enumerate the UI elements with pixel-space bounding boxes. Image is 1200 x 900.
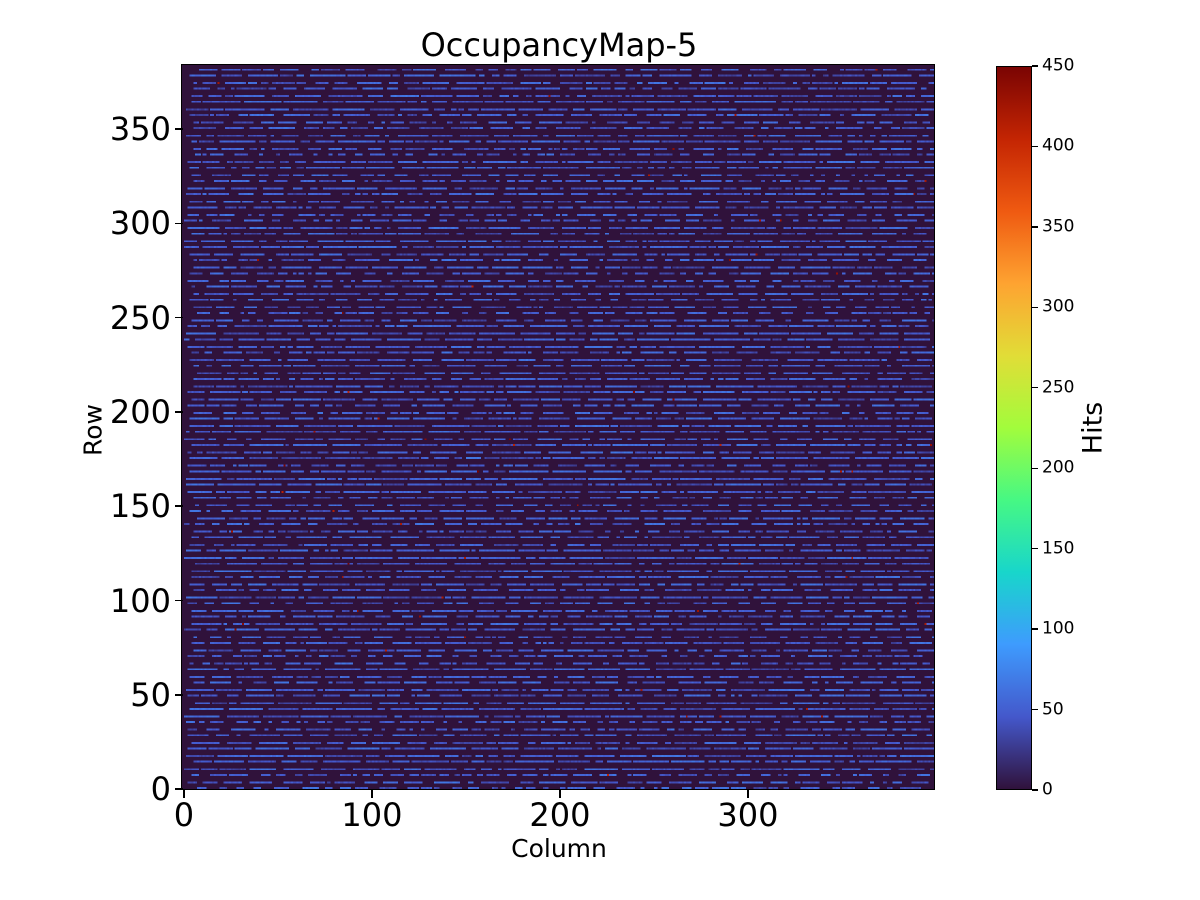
x-tick-mark xyxy=(371,790,373,798)
x-tick-label: 100 xyxy=(341,796,403,834)
x-tick-mark xyxy=(183,790,185,798)
colorbar-tick-mark xyxy=(1032,467,1038,469)
y-tick-label: 150 xyxy=(109,487,171,526)
colorbar-tick-label: 100 xyxy=(1042,618,1075,639)
colorbar-tick-mark xyxy=(1032,145,1038,148)
y-tick-label: 350 xyxy=(109,110,171,149)
y-tick-mark xyxy=(175,599,183,602)
occupancy-heatmap xyxy=(181,64,934,789)
colorbar-tick-label: 350 xyxy=(1042,216,1075,237)
colorbar-tick-mark xyxy=(1032,789,1038,791)
colorbar-tick-mark xyxy=(1032,65,1038,67)
y-tick-label: 200 xyxy=(109,392,171,431)
y-tick-mark xyxy=(175,411,183,413)
y-tick-mark xyxy=(175,788,183,790)
y-tick-label: 300 xyxy=(109,204,171,243)
colorbar-tick-label: 150 xyxy=(1042,538,1075,559)
x-tick-label: 200 xyxy=(529,796,591,834)
colorbar-tick-label: 400 xyxy=(1042,135,1075,156)
colorbar-tick-mark xyxy=(1032,708,1038,711)
x-axis-label: Column xyxy=(511,834,607,863)
colorbar-tick-mark xyxy=(1032,306,1038,309)
y-tick-mark xyxy=(175,128,183,130)
x-tick-mark xyxy=(559,790,561,798)
colorbar-tick-mark xyxy=(1032,547,1038,550)
x-tick-label: 0 xyxy=(173,796,195,834)
y-tick-label: 100 xyxy=(109,581,171,620)
colorbar-tick-label: 250 xyxy=(1042,377,1075,398)
y-tick-label: 250 xyxy=(109,298,171,337)
x-tick-mark xyxy=(747,790,749,798)
colorbar-tick-label: 300 xyxy=(1042,296,1075,317)
y-tick-mark xyxy=(175,316,183,319)
colorbar-tick-label: 450 xyxy=(1042,55,1075,76)
colorbar-tick-label: 0 xyxy=(1042,779,1053,800)
colorbar xyxy=(996,66,1032,790)
colorbar-tick-mark xyxy=(1032,387,1038,389)
y-tick-mark xyxy=(175,693,183,696)
colorbar-tick-label: 200 xyxy=(1042,457,1075,478)
x-tick-label: 300 xyxy=(717,796,779,834)
colorbar-label: Hits xyxy=(1077,401,1109,455)
y-axis-label: Row xyxy=(78,404,108,456)
colorbar-tick-label: 50 xyxy=(1042,699,1064,720)
colorbar-tick-mark xyxy=(1032,226,1038,228)
y-tick-mark xyxy=(175,505,183,508)
y-tick-mark xyxy=(175,222,183,225)
heatmap-plot-area xyxy=(180,63,935,790)
colorbar-tick-mark xyxy=(1032,628,1038,630)
y-tick-label: 0 xyxy=(150,770,171,809)
y-tick-label: 50 xyxy=(130,675,171,714)
chart-title: OccupancyMap-5 xyxy=(420,26,698,64)
